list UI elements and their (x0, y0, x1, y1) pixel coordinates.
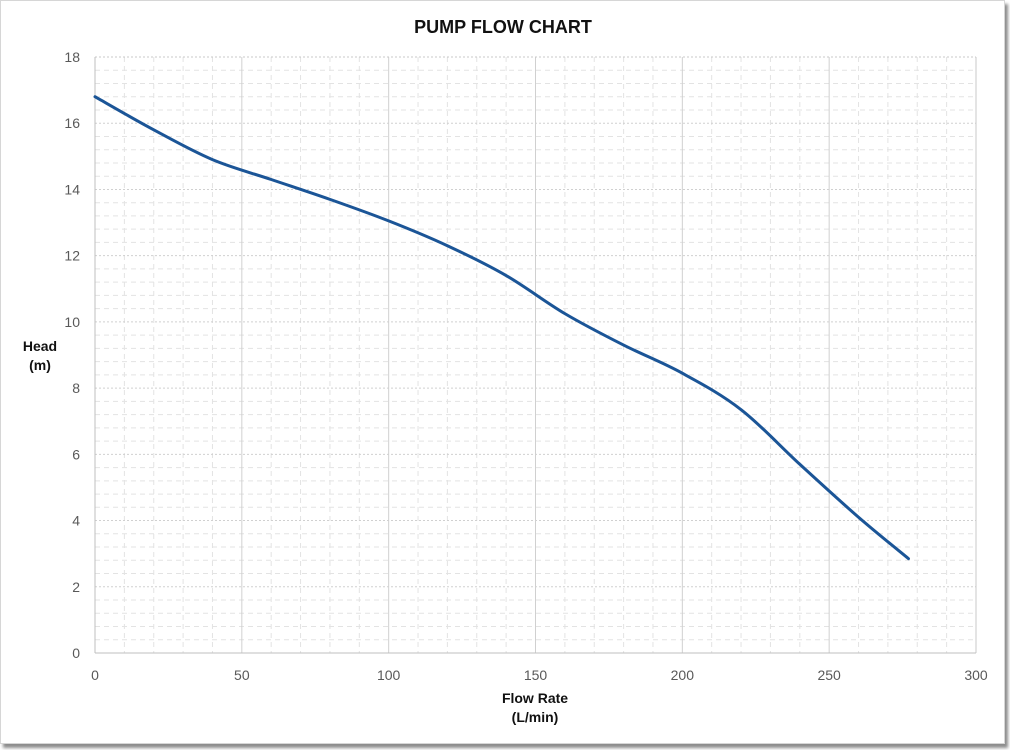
y-axis-title: Head (23, 338, 57, 354)
y-tick-label: 14 (64, 181, 80, 197)
x-tick-label: 200 (671, 667, 695, 683)
x-tick-label: 250 (817, 667, 841, 683)
y-tick-label: 2 (72, 579, 80, 595)
x-axis-unit: (L/min) (512, 709, 559, 725)
y-axis-unit: (m) (29, 357, 51, 373)
y-tick-label: 18 (64, 49, 80, 65)
plot-border (94, 56, 977, 654)
x-tick-label: 0 (91, 667, 99, 683)
y-tick-label: 8 (72, 380, 80, 396)
x-axis-title: Flow Rate (502, 690, 568, 706)
chart-title: PUMP FLOW CHART (414, 17, 592, 37)
x-tick-label: 150 (524, 667, 548, 683)
x-tick-label: 100 (377, 667, 401, 683)
y-tick-label: 4 (72, 513, 80, 529)
major-grid (95, 57, 976, 653)
y-tick-label: 10 (64, 314, 80, 330)
pump-curve-line (93, 95, 910, 561)
y-tick-label: 6 (72, 446, 80, 462)
y-tick-label: 16 (64, 115, 80, 131)
y-tick-labels: 0 2 4 6 8 10 12 14 16 18 (64, 49, 80, 661)
x-tick-label: 300 (964, 667, 988, 683)
series-layer (93, 95, 910, 561)
y-tick-label: 12 (64, 248, 80, 264)
y-tick-label: 0 (72, 645, 80, 661)
x-tick-label: 50 (234, 667, 250, 683)
x-tick-labels: 0 50 100 150 200 250 300 (91, 667, 988, 683)
